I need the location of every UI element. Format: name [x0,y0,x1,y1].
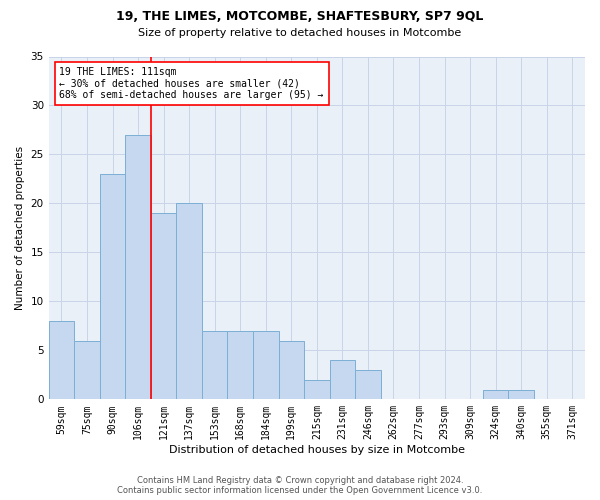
Bar [151,213,176,400]
Text: Contains HM Land Registry data © Crown copyright and database right 2024.
Contai: Contains HM Land Registry data © Crown c… [118,476,482,495]
Bar [483,390,508,400]
Bar [176,204,202,400]
Bar [278,340,304,400]
Y-axis label: Number of detached properties: Number of detached properties [15,146,25,310]
Bar [304,380,329,400]
Bar [49,321,74,400]
Bar [355,370,380,400]
Bar [100,174,125,400]
Bar [253,331,278,400]
Text: Size of property relative to detached houses in Motcombe: Size of property relative to detached ho… [139,28,461,38]
Bar [227,331,253,400]
Bar [508,390,534,400]
Bar [125,135,151,400]
X-axis label: Distribution of detached houses by size in Motcombe: Distribution of detached houses by size … [169,445,465,455]
Text: 19, THE LIMES, MOTCOMBE, SHAFTESBURY, SP7 9QL: 19, THE LIMES, MOTCOMBE, SHAFTESBURY, SP… [116,10,484,23]
Bar [202,331,227,400]
Bar [74,340,100,400]
Bar [329,360,355,400]
Text: 19 THE LIMES: 111sqm
← 30% of detached houses are smaller (42)
68% of semi-detac: 19 THE LIMES: 111sqm ← 30% of detached h… [59,67,324,100]
